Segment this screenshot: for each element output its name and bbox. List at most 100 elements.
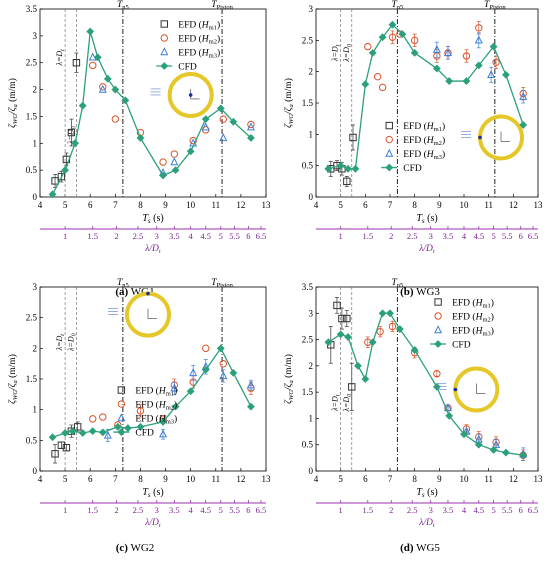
secondary-tick-label: 1.5 — [87, 231, 98, 241]
y-tick-label: 2 — [33, 343, 38, 353]
legend-marker — [117, 428, 126, 436]
secondary-tick-label: 4 — [189, 231, 194, 241]
data-point — [62, 443, 71, 452]
data-point — [247, 402, 255, 411]
legend-label: EFD (Hm2) — [403, 135, 445, 147]
secondary-tick-label: 2 — [389, 505, 393, 515]
plot-frame — [39, 8, 267, 198]
reference-line-top-label: Tn5 — [117, 278, 129, 289]
secondary-tick-label: 6 — [519, 505, 523, 515]
data-point — [88, 52, 97, 61]
data-point — [86, 27, 95, 36]
secondary-tick-label: 1 — [339, 505, 343, 515]
y-axis-label: ζWG/ζa (m/m) — [7, 78, 19, 128]
x-tick-label: 13 — [262, 200, 272, 210]
x-tick-label: 5 — [63, 474, 68, 484]
secondary-tick-label: 5.5 — [502, 231, 513, 241]
secondary-tick-label: 2 — [389, 231, 393, 241]
legend-label: EFD (Hm2) — [178, 34, 220, 46]
x-tick-label: 7 — [113, 200, 118, 210]
data-point — [89, 61, 97, 70]
data-point — [344, 164, 352, 173]
data-point — [201, 122, 210, 131]
y-tick-label: 2 — [309, 67, 314, 77]
y-tick-label: 2.5 — [302, 35, 314, 45]
data-point — [71, 139, 80, 148]
data-point — [364, 42, 372, 51]
secondary-axis-label: λ/Dt — [144, 244, 161, 255]
x-tick-label: 12 — [236, 474, 245, 484]
x-tick-label: 10 — [460, 474, 470, 484]
legend-label: EFD (Hm2) — [452, 312, 494, 324]
data-point — [502, 70, 510, 79]
reference-line-top-label: Tn5 — [392, 278, 404, 289]
x-tick-label: 6 — [363, 200, 368, 210]
data-point — [378, 33, 387, 42]
legend-label: CFD — [403, 164, 422, 174]
secondary-tick-label: 1 — [339, 231, 343, 241]
data-point — [474, 440, 483, 449]
reference-line-label: λ=Dt — [331, 394, 342, 412]
data-point — [111, 115, 120, 123]
data-point — [388, 322, 397, 331]
secondary-tick-label: 3 — [429, 505, 433, 515]
secondary-tick-label: 2.5 — [133, 231, 144, 241]
legend-label: CFD — [452, 341, 471, 351]
data-point — [373, 72, 382, 81]
data-point — [519, 91, 528, 100]
data-point — [159, 429, 168, 438]
data-point — [216, 104, 225, 113]
secondary-axis-label: λ/Dt — [418, 244, 435, 255]
data-point — [72, 59, 81, 67]
x-tick-label: 9 — [163, 200, 168, 210]
legend-marker — [385, 163, 394, 172]
data-point — [336, 330, 345, 339]
secondary-tick-label: 6.5 — [256, 505, 267, 515]
data-point — [68, 427, 77, 436]
y-tick-label: 1.5 — [26, 374, 38, 384]
legend-marker — [385, 148, 394, 157]
data-point — [519, 121, 528, 129]
series-1 — [89, 344, 255, 429]
legend-marker — [117, 413, 126, 422]
legend-marker — [160, 34, 169, 42]
secondary-tick-label: 4 — [462, 505, 467, 515]
secondary-tick-label: 2 — [114, 231, 118, 241]
data-point — [48, 190, 57, 199]
wave-gauge-inset — [107, 291, 171, 338]
data-point — [216, 344, 225, 353]
secondary-tick-label: 4.5 — [200, 231, 211, 241]
y-tick-label: 0.5 — [26, 435, 38, 445]
data-point — [343, 177, 351, 186]
secondary-tick-label: 3.5 — [169, 505, 180, 515]
secondary-tick-label: 6 — [246, 505, 250, 515]
secondary-tick-label: 2 — [114, 505, 118, 515]
x-tick-label: 7 — [388, 200, 393, 210]
reference-line-label: λ=Dt — [55, 49, 66, 67]
panel-caption: (c) WG2 — [116, 542, 155, 554]
data-point — [395, 325, 404, 333]
secondary-tick-label: 6.5 — [528, 505, 539, 515]
data-point — [445, 77, 454, 85]
data-point — [354, 361, 362, 370]
x-tick-label: 11 — [211, 200, 220, 210]
data-point — [432, 382, 441, 391]
data-point — [443, 48, 452, 57]
data-point — [170, 383, 179, 392]
legend-label: EFD (Hm3) — [403, 149, 445, 161]
x-tick-label: 8 — [138, 200, 143, 210]
data-point — [338, 314, 346, 323]
legend-label: CFD — [178, 63, 197, 73]
data-point — [410, 36, 419, 45]
data-point — [324, 338, 333, 347]
y-tick-label: 1.5 — [26, 111, 38, 121]
y-tick-label: 1 — [309, 129, 314, 139]
data-point — [475, 24, 483, 32]
series-2 — [88, 52, 255, 177]
data-point — [103, 74, 112, 83]
secondary-tick-label: 1.5 — [87, 505, 98, 515]
data-point — [433, 370, 441, 378]
